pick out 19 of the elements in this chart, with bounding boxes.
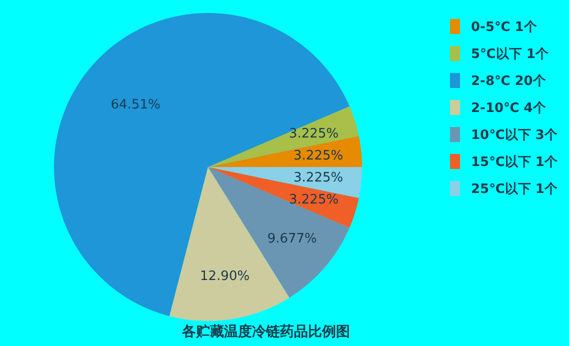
legend-label: 0-5℃ 1个	[471, 18, 537, 36]
data-label: 3.225%	[289, 192, 339, 208]
text: 各贮藏温度冷链药品比例图	[181, 323, 350, 340]
data-label: 3.225%	[294, 170, 344, 186]
pie-slice	[208, 106, 359, 167]
pie-slice	[54, 13, 350, 316]
data-label: 64.51%	[110, 97, 160, 112]
legend-label: 10℃以下 3个	[471, 126, 558, 144]
legend-label: 15℃以下 1个	[471, 154, 558, 170]
pie-slice	[208, 167, 359, 228]
legend-label: 5℃以下 1个	[471, 46, 548, 62]
legend-label: 2-10℃ 4个	[471, 100, 546, 116]
legend-label: 2-8℃ 20个	[471, 72, 546, 90]
data-label: 3.225%	[289, 126, 339, 142]
legend-label: 25℃以下 1个	[471, 180, 558, 198]
data-label: 9.677%	[267, 232, 317, 247]
data-label: 3.225%	[294, 148, 344, 164]
pie-slice	[208, 136, 362, 167]
data-label: 12.90%	[200, 269, 250, 284]
